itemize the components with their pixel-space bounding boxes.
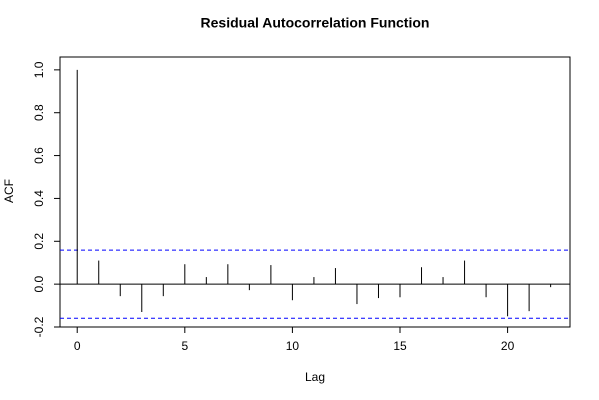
- x-tick-label: 0: [74, 339, 81, 353]
- x-tick-label: 5: [181, 339, 188, 353]
- y-tick-label: 0.2: [32, 233, 46, 250]
- y-tick-label: 0.0: [32, 275, 46, 292]
- x-tick-label: 15: [393, 339, 407, 353]
- x-tick-label: 20: [501, 339, 515, 353]
- y-axis-label: ACF: [2, 179, 16, 203]
- y-tick-label: 0.4: [32, 190, 46, 207]
- x-axis-label: Lag: [305, 370, 325, 384]
- y-tick-label: 0.6: [32, 147, 46, 164]
- chart-title: Residual Autocorrelation Function: [201, 15, 430, 31]
- plot-box: [59, 56, 571, 328]
- y-tick-label: 1.0: [32, 61, 46, 78]
- y-tick-label: -0.2: [32, 316, 46, 337]
- y-tick-label: 0.8: [32, 104, 46, 121]
- x-tick-label: 10: [286, 339, 300, 353]
